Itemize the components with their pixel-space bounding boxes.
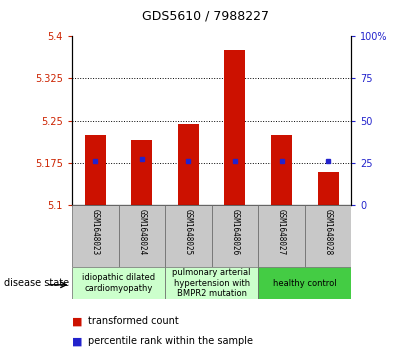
- Bar: [72, 267, 165, 299]
- Bar: [131, 140, 152, 205]
- Bar: [118, 205, 165, 267]
- Bar: [165, 267, 258, 299]
- Text: disease state: disease state: [4, 278, 69, 288]
- Text: GDS5610 / 7988227: GDS5610 / 7988227: [142, 9, 269, 22]
- Text: GSM1648026: GSM1648026: [231, 209, 240, 256]
- Text: healthy control: healthy control: [273, 279, 337, 287]
- Text: ■: ■: [72, 336, 83, 346]
- Text: idiopathic dilated
cardiomyopathy: idiopathic dilated cardiomyopathy: [82, 273, 155, 293]
- Bar: [165, 205, 212, 267]
- Bar: [72, 205, 118, 267]
- Text: transformed count: transformed count: [88, 316, 179, 326]
- Bar: [224, 50, 245, 205]
- Bar: [318, 172, 339, 205]
- Text: percentile rank within the sample: percentile rank within the sample: [88, 336, 253, 346]
- Text: GSM1648025: GSM1648025: [184, 209, 193, 256]
- Bar: [85, 135, 106, 205]
- Bar: [178, 123, 199, 205]
- Text: GSM1648027: GSM1648027: [277, 209, 286, 256]
- Bar: [271, 135, 292, 205]
- Text: pulmonary arterial
hypertension with
BMPR2 mutation: pulmonary arterial hypertension with BMP…: [173, 268, 251, 298]
- Text: ■: ■: [72, 316, 83, 326]
- Text: GSM1648024: GSM1648024: [137, 209, 146, 256]
- Bar: [258, 205, 305, 267]
- Bar: [212, 205, 258, 267]
- Text: GSM1648028: GSM1648028: [323, 209, 332, 256]
- Text: GSM1648023: GSM1648023: [91, 209, 100, 256]
- Bar: [305, 205, 351, 267]
- Bar: [258, 267, 351, 299]
